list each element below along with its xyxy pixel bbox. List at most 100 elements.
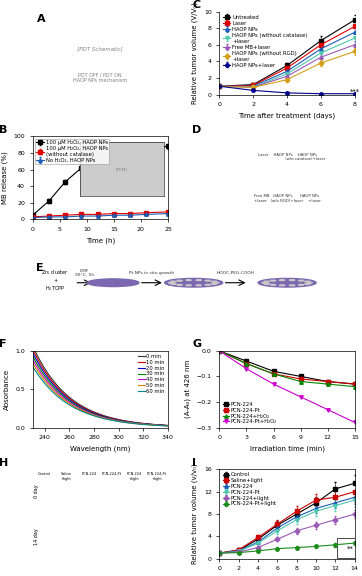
Legend: 0 min, 10 min, 20 min, 30 min, 40 min, 50 min, 60 min: 0 min, 10 min, 20 min, 30 min, 40 min, 5… [138, 354, 165, 395]
30 min [84, 407, 88, 414]
Circle shape [290, 285, 295, 286]
Circle shape [264, 283, 269, 284]
Text: F: F [0, 339, 6, 349]
PCN-224-Pt [298, 376, 303, 382]
PCN-224-Pt+H₂O₂ [298, 393, 303, 400]
20 min [75, 401, 79, 408]
40 min [30, 356, 35, 363]
50 min [166, 422, 170, 429]
Text: **: ** [346, 545, 353, 551]
PCN-224-Pt+H₂O₂ [217, 347, 222, 354]
30 min [47, 378, 51, 385]
0 min [166, 422, 170, 429]
PCN-224+H₂O₂ [244, 360, 249, 367]
Circle shape [305, 281, 310, 282]
50 min [115, 418, 120, 425]
X-axis label: Time after treatment (days): Time after treatment (days) [239, 113, 336, 119]
20 min [129, 419, 133, 426]
Y-axis label: (A-A₀) at 426 nm: (A-A₀) at 426 nm [185, 360, 191, 418]
PCN-224 [244, 358, 249, 365]
20 min [115, 416, 120, 423]
PCN-224 [217, 347, 222, 354]
PCN-224-Pt+H₂O₂ [244, 365, 249, 372]
50 min [128, 419, 132, 426]
Text: 0 day: 0 day [34, 485, 39, 498]
30 min [128, 419, 132, 426]
PCN-224-Pt+H₂O₂ [325, 406, 330, 413]
30 min [166, 422, 170, 429]
Legend: Untreated, Laser, HAOP NPs, HAOP NPs (without catalase)
+laser, Free MB+laser, H: Untreated, Laser, HAOP NPs, HAOP NPs (wi… [222, 14, 308, 68]
Line: PCN-224: PCN-224 [218, 349, 357, 386]
Text: PDT OFF / PDT ON
HAOP NPs mechanism: PDT OFF / PDT ON HAOP NPs mechanism [73, 73, 127, 84]
60 min [75, 406, 79, 412]
PCN-224+H₂O₂ [217, 347, 222, 354]
Circle shape [214, 282, 219, 283]
PCN-224+H₂O₂ [353, 383, 357, 390]
Line: PCN-224-Pt+H₂O₂: PCN-224-Pt+H₂O₂ [218, 349, 357, 424]
0 min [115, 416, 120, 423]
Line: PCN-224-Pt: PCN-224-Pt [218, 349, 357, 386]
Circle shape [171, 281, 176, 282]
Text: HOOC-PEG-COOH: HOOC-PEG-COOH [216, 271, 254, 275]
40 min [84, 408, 88, 415]
50 min [47, 382, 51, 389]
0 min [129, 418, 133, 425]
60 min [128, 420, 132, 427]
Text: G: G [192, 339, 201, 349]
PCN-224-Pt [244, 360, 249, 367]
Line: 30 min: 30 min [33, 356, 168, 426]
30 min [129, 419, 133, 426]
Circle shape [307, 282, 312, 283]
Text: C: C [192, 0, 201, 10]
40 min [129, 419, 133, 426]
10 min [75, 400, 79, 407]
40 min [115, 417, 120, 424]
10 min [47, 374, 51, 381]
X-axis label: Time (h): Time (h) [86, 237, 115, 244]
Line: 20 min: 20 min [33, 353, 168, 426]
0 min [84, 405, 88, 412]
Circle shape [196, 285, 201, 286]
Text: Laser    HAOP NPs    HAOP NPs
                             (w/o catalase)+laser: Laser HAOP NPs HAOP NPs (w/o catalase)+l… [249, 153, 325, 161]
PCN-224+H₂O₂ [325, 381, 330, 388]
PCN-224-Pt [353, 381, 357, 388]
Line: 40 min: 40 min [33, 359, 168, 426]
60 min [129, 420, 133, 427]
Circle shape [258, 278, 316, 287]
PCN-224-Pt+H₂O₂ [353, 419, 357, 426]
X-axis label: Irradiation time (min): Irradiation time (min) [249, 446, 325, 452]
20 min [30, 349, 35, 356]
0 min [47, 372, 51, 378]
Y-axis label: MB release (%): MB release (%) [1, 151, 8, 204]
60 min [115, 418, 120, 425]
PCN-224 [353, 381, 357, 388]
Text: B: B [0, 124, 7, 135]
Line: 50 min: 50 min [33, 363, 168, 426]
Text: Control: Control [37, 472, 50, 476]
Text: 14 day: 14 day [34, 528, 39, 545]
30 min [30, 353, 35, 359]
Circle shape [290, 280, 295, 281]
0 min [30, 347, 35, 354]
PCN-224-Pt [272, 370, 276, 377]
50 min [30, 359, 35, 366]
50 min [84, 409, 88, 416]
Text: E: E [36, 263, 43, 272]
40 min [75, 403, 79, 410]
PCN-224-Pt+H₂O₂ [272, 381, 276, 388]
10 min [84, 406, 88, 412]
Y-axis label: Relative tumor volume (v/v₀): Relative tumor volume (v/v₀) [192, 464, 198, 564]
Text: H: H [0, 457, 8, 468]
50 min [75, 404, 79, 411]
20 min [166, 422, 170, 429]
Legend: 100 μM H₂O₂, HAOP NPs, 100 μM H₂O₂, HAOP NPs
(without catalase), No H₂O₂, HAOP N: 100 μM H₂O₂, HAOP NPs, 100 μM H₂O₂, HAOP… [35, 139, 109, 164]
Text: Zr$_6$ cluster
+
H$_2$TCPP: Zr$_6$ cluster + H$_2$TCPP [41, 268, 69, 293]
Text: [PDT Schematic]: [PDT Schematic] [77, 47, 123, 51]
Circle shape [87, 279, 139, 286]
Text: ***: *** [350, 88, 360, 94]
Circle shape [262, 282, 267, 283]
PCN-224 [298, 373, 303, 380]
10 min [115, 416, 120, 423]
Text: D: D [192, 124, 202, 135]
60 min [166, 422, 170, 429]
